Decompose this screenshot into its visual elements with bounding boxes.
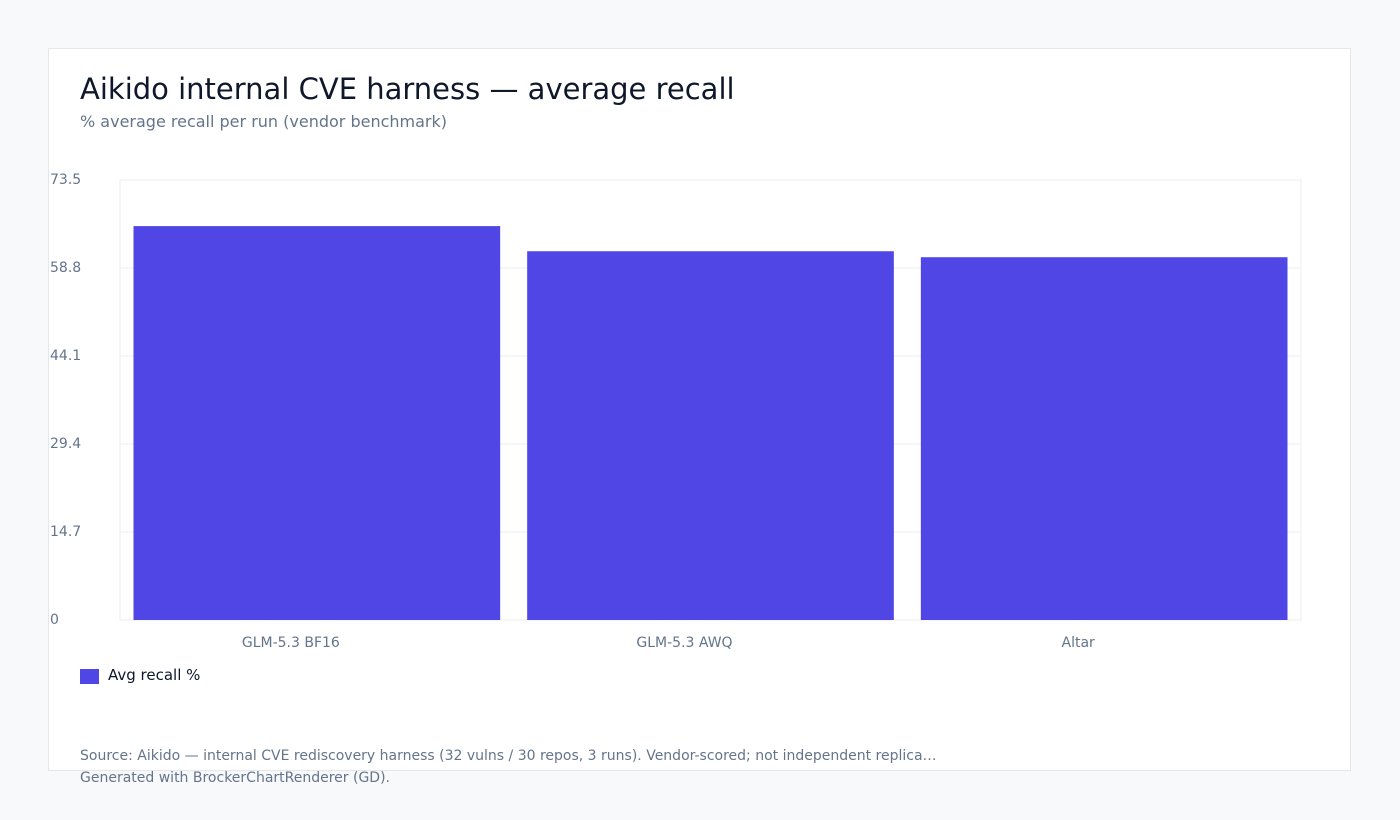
bar (133, 226, 501, 620)
bar (527, 251, 894, 620)
x-tick-label: GLM-5.3 AWQ (636, 635, 732, 651)
y-tick-label: 58.8 (50, 260, 81, 276)
x-tick-label: Altar (1062, 635, 1096, 651)
source-note: Source: Aikido — internal CVE rediscover… (80, 748, 937, 764)
bar (920, 257, 1288, 620)
y-tick-label: 14.7 (50, 524, 81, 540)
y-tick-label: 0 (50, 612, 59, 628)
footer: Source: Aikido — internal CVE rediscover… (80, 745, 937, 789)
legend: Avg recall % (80, 666, 200, 684)
legend-swatch (80, 669, 99, 684)
y-tick-label: 73.5 (50, 172, 81, 188)
y-tick-label: 29.4 (50, 436, 81, 452)
y-tick-label: 44.1 (50, 348, 81, 364)
legend-label: Avg recall % (108, 666, 201, 684)
generated-note: Generated with BrockerChartRenderer (GD)… (80, 770, 390, 786)
chart-title: Aikido internal CVE harness — average re… (80, 72, 735, 106)
x-tick-label: GLM-5.3 BF16 (242, 635, 340, 651)
chart-subtitle: % average recall per run (vendor benchma… (80, 112, 447, 131)
